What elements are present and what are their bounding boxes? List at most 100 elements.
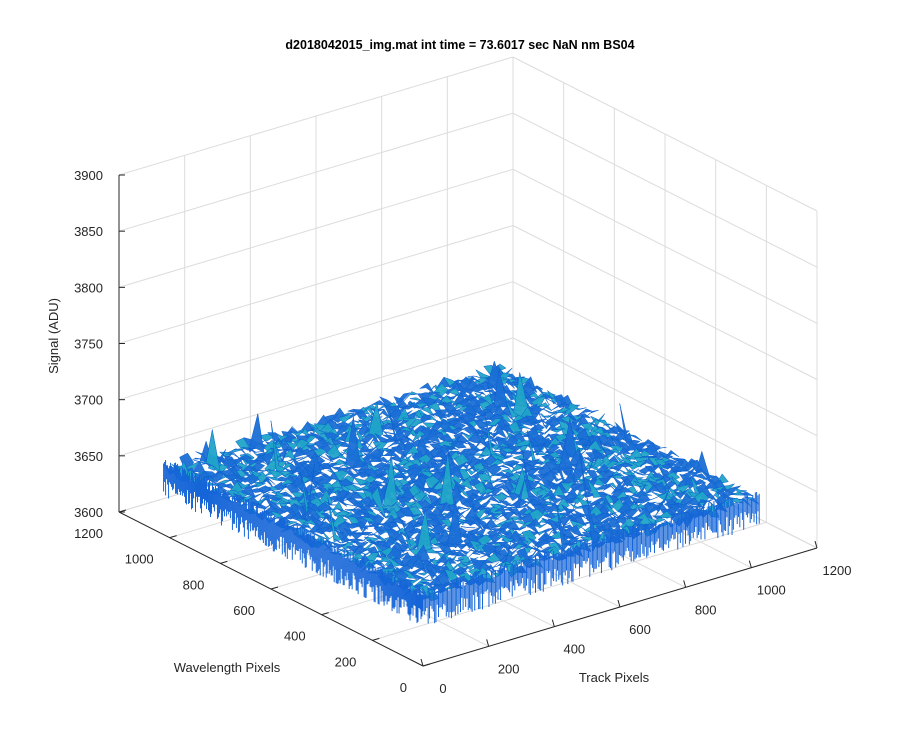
surface-patch [511,527,526,531]
surface-patch [532,545,547,553]
surface-patch [510,477,526,509]
surface-patch [343,527,359,537]
y-axis-label: Wavelength Pixels [174,660,281,675]
surface-patch [676,503,692,512]
surface-patch [486,494,501,496]
x-tick-label: 1200 [823,563,852,578]
surface-patch [313,533,328,540]
surface-patch [460,526,476,528]
surface-patch [467,375,483,379]
surface-patch [502,507,518,516]
surface-patch [337,415,353,424]
y-tick-label: 0 [400,680,407,695]
surface-patch [332,541,347,549]
surface-patch [673,469,688,472]
surface-patch [514,450,530,455]
surface-patch [384,554,400,568]
gridline [512,112,818,268]
surface-patch [429,461,446,473]
surface-patch [241,447,257,451]
surface-patch [468,518,484,531]
surface-patch [640,457,656,467]
x-tick-label: 600 [629,622,651,637]
z-tick-label: 3900 [74,168,103,183]
surface-patch [451,566,468,575]
axes-group: 0 200 400 600 800 1000 1200 0 200 400 600 800 1000 12… [74,168,851,696]
y-tick-label: 400 [284,629,306,644]
surface-patch [267,476,282,482]
surface-patch [505,489,522,501]
surface-patch [530,550,546,560]
surface-patch [656,485,671,505]
surface-patch [563,515,579,526]
surface-patch [421,397,438,408]
surface-patch [358,550,374,556]
surface-patch [303,519,318,526]
surface-patch [285,438,301,452]
surface-patch [517,416,533,427]
surface-patch [484,515,500,520]
surface-patch [645,484,661,495]
surface-patch [498,451,514,459]
surface-patch [492,513,508,523]
surface-patch [587,439,603,451]
surface-patch [519,520,535,529]
surface-patch [692,473,709,481]
surface-patch [576,413,591,419]
surface-patch [460,413,476,426]
surface-patch [338,500,354,506]
surface-patch [360,433,376,444]
surface-patch [541,470,557,487]
surface-patch [657,492,673,501]
surface-patch [244,473,260,485]
surface-patch [473,377,489,385]
surface-patch [407,570,424,579]
surface-patch [649,476,664,481]
surface-patch [432,411,448,419]
surface-patch [623,509,639,519]
surface-patch [477,534,493,547]
surface-patch [548,497,565,504]
z-tick-label: 3650 [74,449,103,464]
surface-patch [424,475,440,493]
y-tick [270,586,279,590]
surface-patch [483,433,499,446]
surface-patch [578,447,594,498]
surface-patch [630,469,646,474]
gridline [118,56,514,176]
y-tick-label: 1200 [74,526,103,541]
y-tick [422,663,431,667]
surface-patch [249,413,265,453]
surface-patch [467,499,483,513]
surface-patch [647,501,663,510]
surface-patch [309,474,325,489]
surface-patch [256,468,271,472]
surface-patch [266,496,284,501]
surface-patch [459,546,475,556]
y-tick-label: 1000 [125,552,154,567]
x-tick [617,599,621,608]
gridline [512,225,818,380]
surface-patch [609,462,626,472]
surface-patch [318,454,334,463]
surface-patch [349,466,365,473]
surface-patch [310,431,325,439]
surface-patch [431,504,447,514]
surface-patch [460,503,475,514]
surface-patch [431,393,447,400]
surface-patch [485,552,501,563]
surface-patch [504,507,519,509]
surface-patch [506,451,522,455]
surface-patch [408,418,424,428]
surface-patch [627,434,643,442]
surface-patch [449,557,465,562]
surface-patch [339,541,356,550]
surface-patch [374,477,390,508]
surface-patch [389,501,404,509]
surface-patch [547,501,562,513]
surface-patch [606,472,622,477]
surface-patch [433,382,449,398]
surface-patch [371,400,387,406]
surface-patch [473,550,489,556]
